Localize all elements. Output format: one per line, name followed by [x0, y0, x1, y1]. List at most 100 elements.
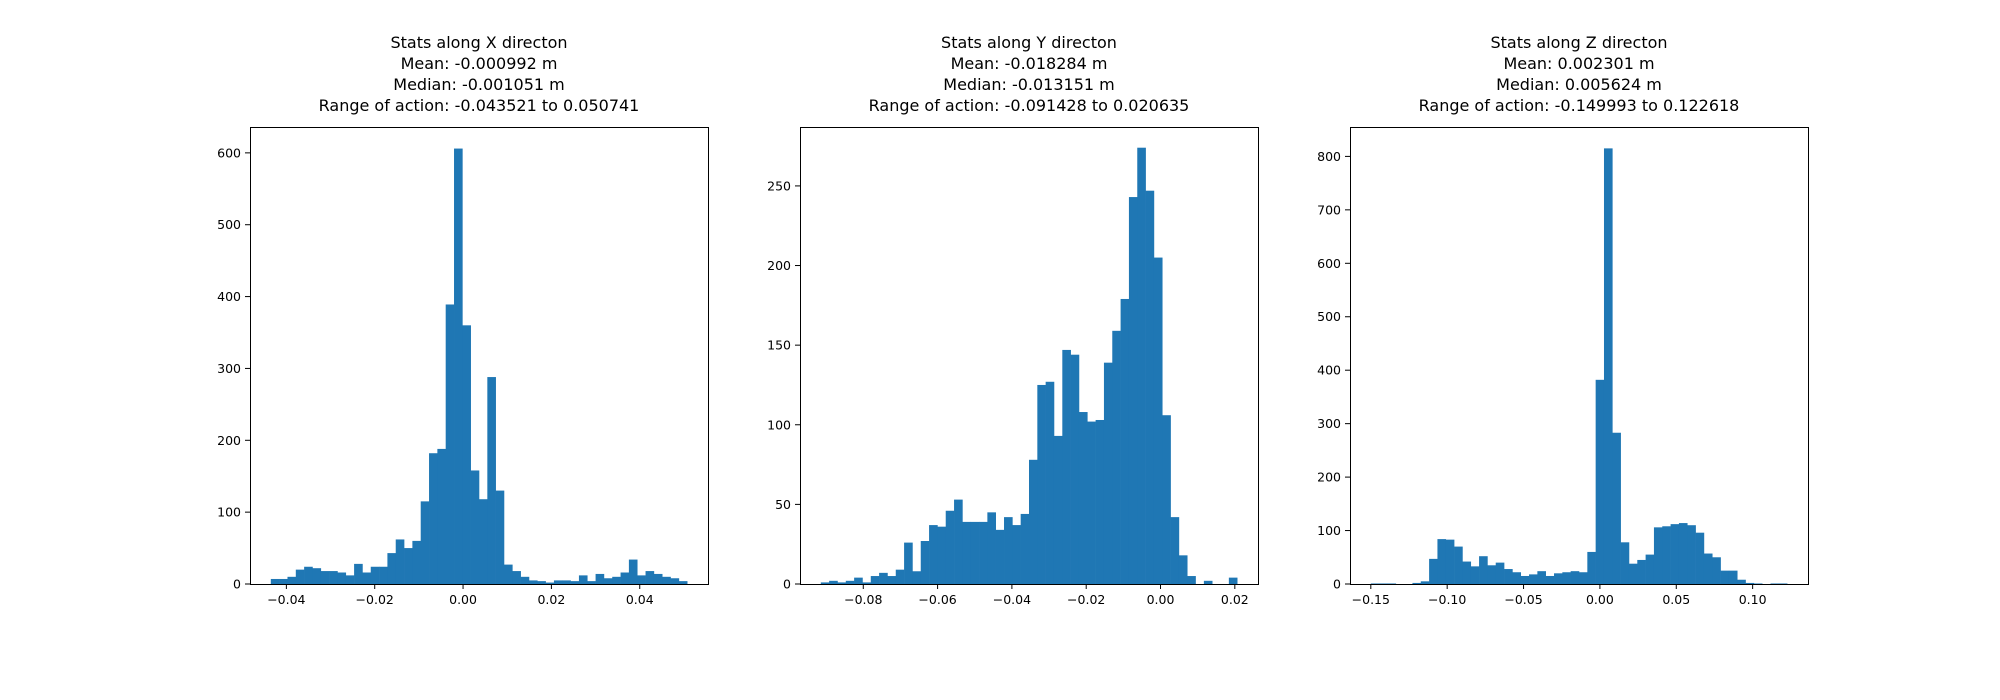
y-tick-label: 150	[767, 338, 791, 353]
histogram-bar	[479, 499, 488, 584]
histogram-bar	[829, 580, 838, 584]
histogram-bar	[1753, 583, 1763, 584]
histogram-bar	[929, 525, 938, 584]
histogram-panel-2: Stats along Y directon Mean: -0.018284 m M…	[767, 33, 1259, 607]
histogram-bar	[1387, 583, 1397, 584]
y-tick-label: 300	[217, 361, 241, 376]
histogram-bar	[1112, 330, 1121, 584]
histogram-bar	[470, 470, 480, 584]
axes-frame	[1350, 127, 1809, 585]
y-tick-label: 200	[767, 258, 791, 273]
histogram-bar	[1087, 421, 1096, 584]
histogram-bar	[912, 571, 922, 584]
histogram-bar	[1412, 582, 1422, 584]
x-tick-label: −0.06	[918, 592, 956, 607]
histogram-bar	[1579, 572, 1588, 584]
histogram-bar	[304, 566, 313, 584]
histogram-bar	[837, 582, 847, 584]
histogram-bar	[1045, 381, 1055, 584]
y-tick-label: 700	[1317, 202, 1341, 217]
histogram-bar	[670, 578, 680, 584]
y-tick-label: 400	[217, 289, 241, 304]
histogram-bar	[370, 566, 380, 584]
histogram-bar	[1095, 419, 1105, 584]
histogram-bar	[412, 540, 422, 584]
histogram-bar	[329, 571, 338, 584]
histogram-bar	[1770, 583, 1780, 584]
x-tick-label: −0.10	[1428, 592, 1466, 607]
histogram-panel-1: Stats along X directon Mean: -0.000992 m M…	[217, 33, 709, 607]
chart-title-line: Median: -0.013151 m	[943, 75, 1114, 94]
x-tick-label: −0.05	[1504, 592, 1542, 607]
histogram-bar	[1504, 569, 1513, 584]
histogram-bar	[1145, 190, 1155, 585]
y-tick-label: 250	[767, 178, 791, 193]
histogram-bar	[454, 148, 463, 584]
histogram-bar	[653, 573, 663, 584]
histogram-bars	[270, 148, 688, 584]
histogram-bar	[1554, 573, 1563, 584]
histogram-bar	[603, 578, 613, 584]
histogram-bar	[545, 582, 555, 584]
histogram-bar	[1037, 384, 1046, 584]
y-tick-label: 100	[1317, 523, 1341, 538]
histogram-bar	[429, 453, 438, 584]
histogram-bar	[345, 575, 355, 584]
histogram-bar	[995, 529, 1005, 584]
x-tick-label: 0.10	[1739, 592, 1767, 607]
x-tick-label: 0.00	[449, 592, 477, 607]
x-tick-label: −0.04	[267, 592, 305, 607]
histogram-bar	[887, 576, 897, 584]
histogram-bar	[1712, 557, 1721, 584]
histogram-bar	[1778, 583, 1788, 584]
histogram-bar	[1187, 576, 1196, 584]
histogram-bar	[279, 578, 288, 584]
chart-title-line: Range of action: -0.043521 to 0.050741	[319, 96, 640, 115]
histogram-bar	[1670, 524, 1680, 584]
histogram-bar	[1587, 551, 1596, 584]
histogram-bar	[1620, 542, 1630, 584]
histogram-bar	[1429, 558, 1438, 584]
histogram-bar	[1687, 525, 1696, 584]
y-tick-label: 100	[217, 505, 241, 520]
x-tick-label: −0.02	[1067, 592, 1105, 607]
histogram-bar	[1487, 565, 1497, 584]
chart-title-line: Mean: 0.002301 m	[1503, 54, 1654, 73]
histogram-bar	[1137, 147, 1146, 584]
histogram-bar	[1728, 570, 1738, 584]
histogram-bar	[1737, 579, 1746, 584]
histogram-bar	[512, 571, 521, 584]
histogram-bar	[445, 304, 455, 584]
histogram-bar	[1420, 581, 1430, 584]
histogram-bar	[1653, 527, 1663, 584]
histogram-bar	[945, 510, 955, 584]
histogram-bar	[270, 578, 280, 584]
histogram-bar	[1695, 532, 1705, 584]
histogram-bar	[1612, 432, 1621, 584]
histogram-bar	[287, 576, 297, 584]
histogram-bar	[1012, 525, 1021, 584]
x-tick-label: −0.04	[993, 592, 1031, 607]
histogram-bar	[587, 581, 596, 584]
y-tick-label: 0	[1333, 577, 1341, 592]
histogram-bar	[820, 582, 830, 584]
y-tick-label: 500	[217, 217, 241, 232]
y-tick-label: 400	[1317, 363, 1341, 378]
histogram-bars	[1370, 148, 1788, 584]
histogram-bar	[553, 580, 563, 584]
histogram-bar	[1562, 572, 1571, 584]
histogram-bar	[1603, 148, 1613, 584]
x-tick-label: −0.15	[1352, 592, 1390, 607]
histogram-bar	[1637, 559, 1646, 584]
histogram-bar	[395, 539, 405, 584]
x-tick-label: 0.02	[537, 592, 565, 607]
histogram-bar	[1103, 362, 1113, 584]
histogram-bar	[628, 559, 638, 584]
histogram-bar	[1520, 575, 1530, 584]
x-tick-label: 0.05	[1662, 592, 1690, 607]
histogram-bar	[387, 553, 397, 584]
y-tick-label: 300	[1317, 416, 1341, 431]
x-tick-label: −0.02	[356, 592, 394, 607]
histogram-bar	[1479, 556, 1488, 584]
